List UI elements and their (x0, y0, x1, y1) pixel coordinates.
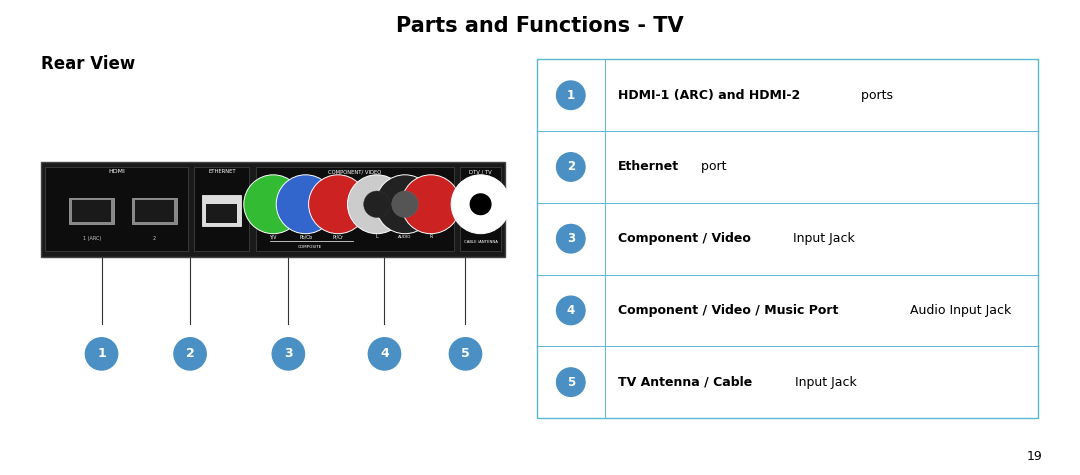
Ellipse shape (556, 153, 585, 181)
Text: 3: 3 (284, 347, 293, 361)
Ellipse shape (402, 175, 460, 234)
Text: ports: ports (853, 89, 893, 102)
Text: CABLE /ANTENNA: CABLE /ANTENNA (463, 240, 498, 244)
Text: Input Jack: Input Jack (791, 376, 856, 389)
Text: Pr/Cr: Pr/Cr (333, 234, 343, 239)
Text: HDMI: HDMI (108, 170, 125, 174)
Ellipse shape (470, 194, 491, 215)
Text: Y/V: Y/V (270, 234, 276, 239)
Text: Input Jack: Input Jack (789, 232, 855, 245)
FancyBboxPatch shape (537, 59, 1038, 418)
FancyBboxPatch shape (69, 198, 114, 224)
FancyBboxPatch shape (202, 195, 241, 226)
Text: 2: 2 (567, 161, 575, 173)
Text: DTV / TV: DTV / TV (469, 170, 492, 174)
FancyBboxPatch shape (72, 200, 111, 222)
Text: 4: 4 (380, 347, 389, 361)
Ellipse shape (348, 175, 406, 234)
Text: 5: 5 (461, 347, 470, 361)
Text: L: L (376, 234, 378, 239)
Text: 1 (ARC): 1 (ARC) (83, 236, 100, 241)
Ellipse shape (244, 175, 302, 234)
Ellipse shape (368, 338, 401, 370)
Text: Ethernet: Ethernet (618, 161, 679, 173)
Text: 1: 1 (567, 89, 575, 102)
Ellipse shape (451, 175, 510, 234)
Ellipse shape (449, 338, 482, 370)
Text: AUDIO: AUDIO (399, 235, 411, 238)
Text: port: port (697, 161, 726, 173)
Text: 5: 5 (567, 376, 575, 389)
FancyBboxPatch shape (460, 167, 501, 251)
FancyBboxPatch shape (45, 167, 188, 251)
Ellipse shape (309, 175, 367, 234)
Ellipse shape (174, 338, 206, 370)
Text: COMPONENT/ VIDEO: COMPONENT/ VIDEO (328, 170, 381, 174)
Text: Pb/Cb: Pb/Cb (299, 234, 312, 239)
Ellipse shape (364, 191, 390, 218)
Text: Component / Video: Component / Video (618, 232, 751, 245)
Ellipse shape (376, 175, 434, 234)
Ellipse shape (556, 368, 585, 396)
Text: 4: 4 (567, 304, 575, 317)
Text: 1: 1 (97, 347, 106, 361)
Text: Component / Video / Music Port: Component / Video / Music Port (618, 304, 838, 317)
Text: 19: 19 (1026, 450, 1042, 464)
Text: ETHERNET: ETHERNET (208, 170, 235, 174)
Text: 2: 2 (186, 347, 194, 361)
Text: R: R (429, 234, 433, 239)
Ellipse shape (276, 175, 335, 234)
FancyBboxPatch shape (194, 167, 249, 251)
FancyBboxPatch shape (41, 162, 505, 256)
Text: COMPOSITE: COMPOSITE (298, 245, 322, 249)
Text: TV Antenna / Cable: TV Antenna / Cable (618, 376, 752, 389)
Ellipse shape (556, 224, 585, 253)
Text: HDMI-1 (ARC) and HDMI-2: HDMI-1 (ARC) and HDMI-2 (618, 89, 800, 102)
FancyBboxPatch shape (256, 167, 454, 251)
Text: Audio Input Jack: Audio Input Jack (902, 304, 1011, 317)
Ellipse shape (556, 296, 585, 325)
Text: 2: 2 (153, 236, 156, 241)
FancyBboxPatch shape (206, 204, 237, 223)
Ellipse shape (556, 81, 585, 110)
Ellipse shape (272, 338, 305, 370)
Text: Parts and Functions - TV: Parts and Functions - TV (396, 16, 684, 36)
Ellipse shape (85, 338, 118, 370)
Text: Rear View: Rear View (41, 55, 135, 73)
FancyBboxPatch shape (132, 198, 177, 224)
Ellipse shape (392, 191, 418, 218)
Text: 3: 3 (567, 232, 575, 245)
FancyBboxPatch shape (135, 200, 174, 222)
